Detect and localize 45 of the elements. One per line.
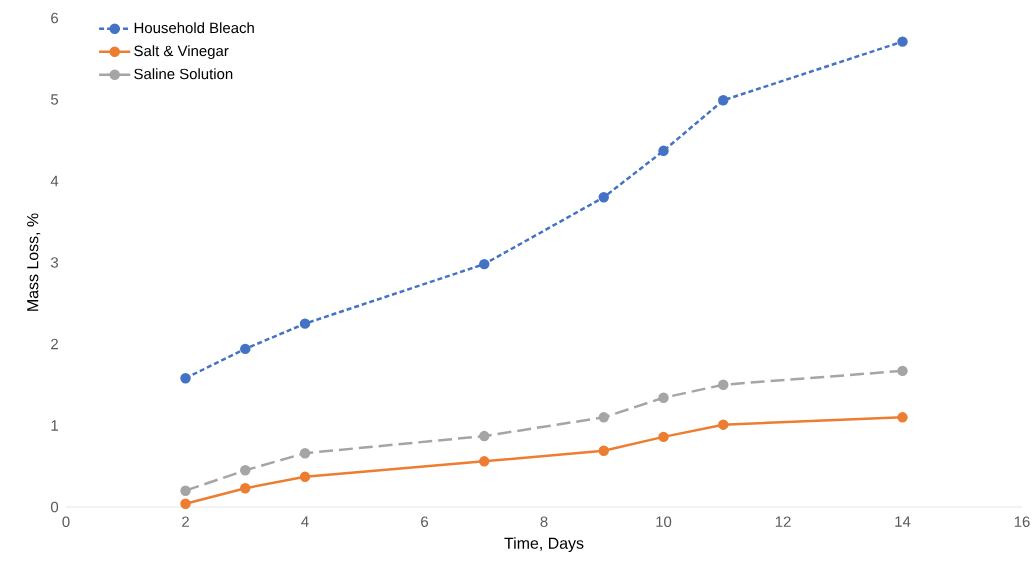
- point: [598, 445, 609, 456]
- point: [240, 343, 251, 355]
- y-tick-label: 3: [50, 257, 59, 268]
- y-tick-label: 0: [50, 501, 59, 513]
- y-axis-title: Mass Loss, %: [27, 213, 41, 311]
- point: [598, 412, 609, 423]
- point: [240, 483, 251, 494]
- point: [180, 498, 191, 509]
- point: [658, 145, 669, 157]
- point: [718, 379, 729, 390]
- point: [240, 465, 251, 476]
- point: [479, 258, 490, 270]
- legend-label: Saline Solution: [134, 68, 233, 80]
- point: [897, 412, 908, 423]
- point: [718, 95, 729, 106]
- x-tick-label: 14: [895, 516, 911, 527]
- point: [299, 447, 311, 459]
- point: [718, 419, 729, 430]
- legend-label: Household Bleach: [134, 22, 254, 34]
- x-tick-label: 6: [421, 516, 429, 527]
- x-tick-label: 16: [1014, 516, 1030, 527]
- x-tick-label: 12: [775, 516, 791, 527]
- y-tick-label: 5: [50, 94, 59, 105]
- x-tick-label: 0: [62, 516, 70, 527]
- x-tick-label: 10: [656, 516, 672, 527]
- x-tick-label: 8: [540, 516, 548, 527]
- point: [658, 431, 669, 443]
- y-tick-label: 1: [51, 420, 58, 431]
- x-axis-title: Time, Days: [504, 537, 584, 553]
- x-tick-label: 4: [301, 516, 309, 527]
- point: [897, 36, 908, 47]
- point: [299, 471, 311, 483]
- point: [180, 485, 191, 496]
- point: [598, 192, 609, 203]
- y-tick-label: 6: [51, 12, 59, 24]
- y-tick-label: 4: [50, 175, 59, 187]
- point: [897, 365, 908, 377]
- point: [180, 372, 191, 384]
- point: [299, 318, 311, 329]
- legend-label: Salt & Vinegar: [134, 45, 229, 60]
- y-tick-label: 2: [51, 338, 58, 350]
- point: [479, 456, 490, 467]
- point: [658, 392, 669, 404]
- point: [479, 430, 490, 442]
- x-tick-label: 2: [182, 516, 189, 527]
